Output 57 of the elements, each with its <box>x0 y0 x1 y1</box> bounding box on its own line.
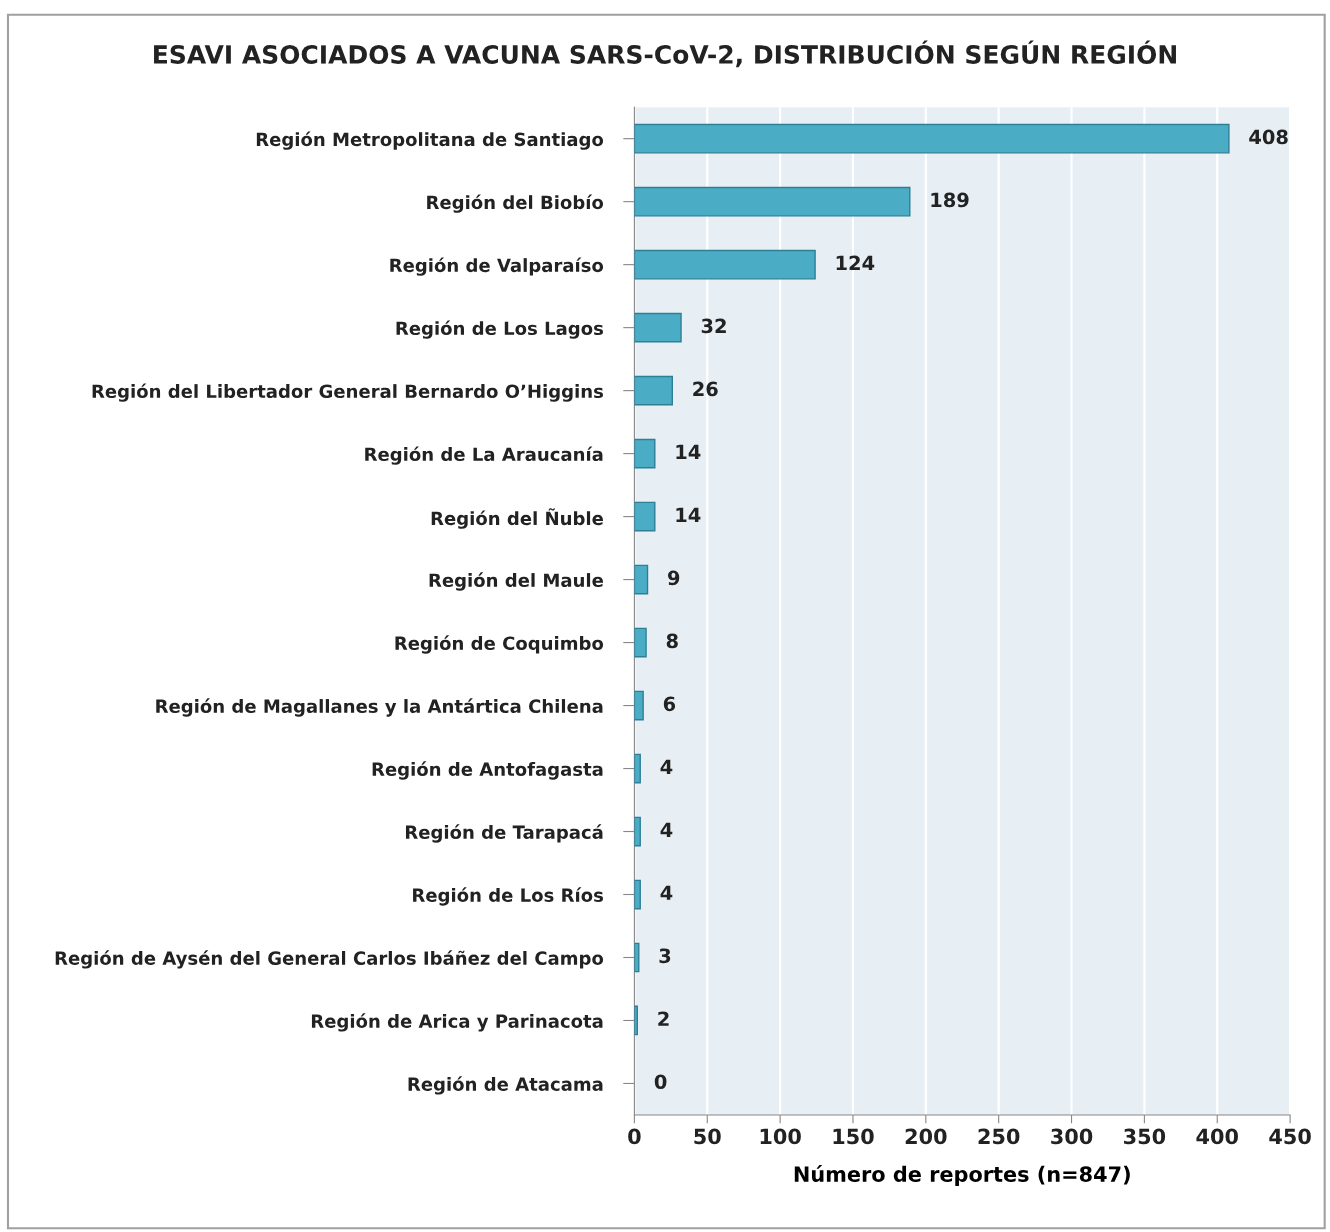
bar <box>634 753 641 784</box>
x-tick-label: 250 <box>978 1128 1020 1145</box>
bar <box>634 375 673 406</box>
data-label: 408 <box>1249 129 1288 145</box>
bar <box>634 627 647 658</box>
y-tick-label: Región del Biobío <box>427 194 604 213</box>
y-tick-label: Región de Arica y Parinacota <box>311 1013 603 1032</box>
bar <box>634 186 911 217</box>
x-tick-label: 150 <box>833 1128 874 1145</box>
x-tick-label: 200 <box>905 1128 947 1145</box>
data-label: 3 <box>659 948 671 964</box>
bar <box>634 123 1230 154</box>
data-label: 4 <box>660 759 673 774</box>
y-tick-label: Región de Aysén del General Carlos Ibáñez del Campo <box>55 950 604 969</box>
y-tick-label: Región del Ñuble <box>431 508 603 529</box>
bar <box>634 816 641 847</box>
y-tick-label: Región de La Araucanía <box>365 446 603 465</box>
data-label: 4 <box>660 885 673 900</box>
bar <box>634 690 644 721</box>
bar <box>634 501 656 532</box>
x-tick-label: 300 <box>1051 1128 1093 1145</box>
data-label: 8 <box>666 633 678 649</box>
y-tick-label: Región de Atacama <box>408 1076 603 1095</box>
y-tick-label: Región de Los Lagos <box>396 320 603 339</box>
bar <box>634 312 682 343</box>
data-label: 9 <box>667 570 680 586</box>
x-tick-label: 400 <box>1196 1128 1238 1145</box>
x-tick-label: 100 <box>760 1128 801 1145</box>
x-tick-label: 50 <box>694 1128 721 1145</box>
data-label: 4 <box>660 822 673 837</box>
data-label: 189 <box>931 192 969 208</box>
y-tick-label: Región de Coquimbo <box>395 635 604 654</box>
y-tick-label: Región de Tarapacá <box>405 824 603 843</box>
bar <box>634 249 816 280</box>
y-tick-label: Región Metropolitana de Santiago <box>256 131 604 150</box>
y-tick-label: Región del Libertador General Bernardo O’Higgins <box>92 383 603 402</box>
x-axis-title: Número de reportes (n=847) <box>794 1164 1130 1186</box>
data-label: 14 <box>676 444 701 459</box>
x-tick-label: 450 <box>1269 1128 1311 1145</box>
y-tick-label: Región de Los Ríos <box>413 887 603 906</box>
y-tick-label: Región de Valparaíso <box>390 257 604 276</box>
data-label: 26 <box>693 381 718 397</box>
y-tick-label: Región de Antofagasta <box>372 761 603 780</box>
x-tick-label: 0 <box>628 1128 641 1145</box>
chart-title: ESAVI ASOCIADOS A VACUNA SARS-CoV-2, DISTRIBUCIÓN SEGÚN REGIÓN <box>154 40 1176 68</box>
data-label: 124 <box>836 255 875 271</box>
data-label: 6 <box>663 696 676 712</box>
bar <box>634 879 641 910</box>
data-label: 0 <box>654 1074 667 1090</box>
bar <box>634 438 656 469</box>
y-tick-label: Región del Maule <box>429 572 603 591</box>
x-tick-label: 350 <box>1124 1128 1166 1145</box>
data-label: 2 <box>658 1011 669 1026</box>
data-label: 32 <box>701 318 726 334</box>
y-tick-label: Región de Magallanes y la Antártica Chilena <box>156 698 603 717</box>
data-label: 14 <box>676 507 701 522</box>
bar <box>634 564 649 595</box>
